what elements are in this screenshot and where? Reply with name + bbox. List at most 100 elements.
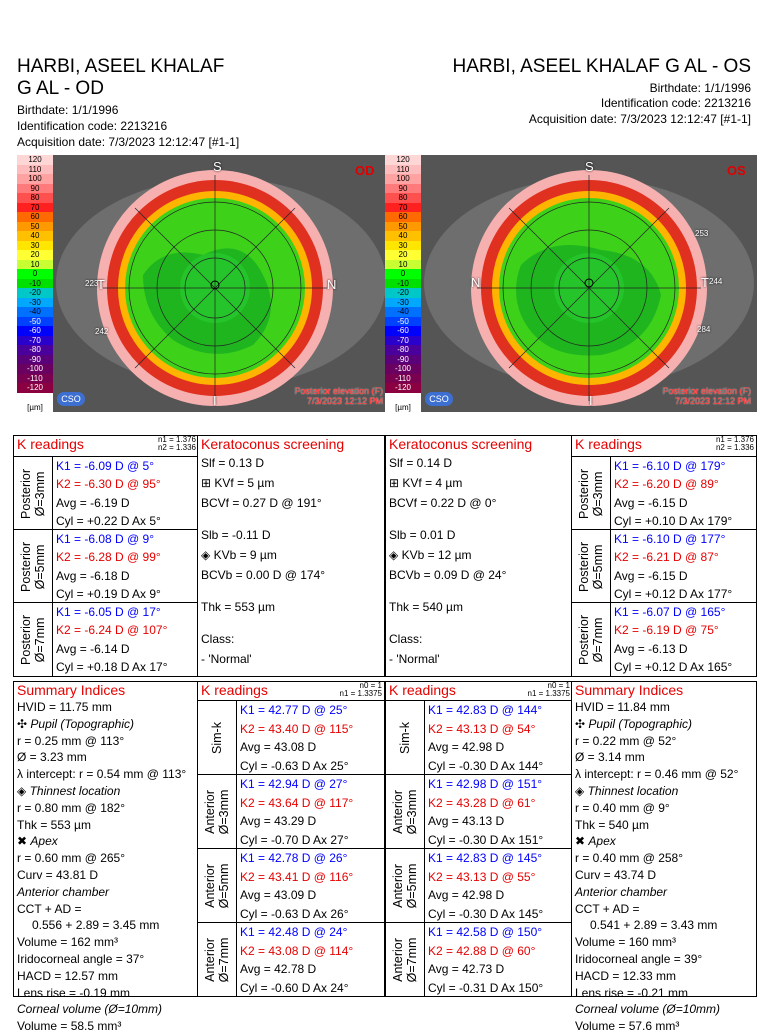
scale-step: 100 bbox=[385, 174, 421, 184]
scale-step: 0 bbox=[385, 269, 421, 279]
k-k1: K1 = 42.98 D @ 151° bbox=[428, 777, 543, 791]
thickness-value-text: Thk = 540 µm bbox=[389, 600, 463, 614]
summary-line: Lens rise = -0.19 mm bbox=[14, 985, 198, 1002]
bcvb-value: BCVb = 0.09 D @ 24° bbox=[386, 565, 572, 585]
od-patient-name-line2: G AL - OD bbox=[17, 78, 104, 99]
k-group-values: K1 = -6.10 D @ 177° K2 = -6.21 D @ 87° Avg… bbox=[610, 530, 756, 603]
scale-step: -110 bbox=[17, 373, 53, 383]
os-value-right: 244 bbox=[709, 277, 723, 286]
scale-step: -70 bbox=[385, 335, 421, 345]
slf-value-text: Slf = 0.14 D bbox=[389, 456, 453, 470]
slb-value-text: Slb = 0.01 D bbox=[389, 528, 456, 542]
summary-line: ◈ Thinnest location bbox=[14, 783, 198, 800]
refractive-index: n2 = 1.336 bbox=[157, 443, 196, 452]
k-group: Posterior Ø=5mm K1 = -6.08 D @ 9° K2 = -6.2… bbox=[14, 529, 198, 603]
od-label-s: S bbox=[213, 159, 222, 174]
k-k1: K1 = -6.10 D @ 179° bbox=[614, 459, 726, 473]
summary-icon: ✖ bbox=[575, 834, 589, 849]
summary-line-text: Iridocorneal angle = 39° bbox=[575, 951, 703, 966]
scale-step: 0 bbox=[17, 269, 53, 279]
k-group-values: K1 = -6.08 D @ 9° K2 = -6.28 D @ 99° Avg =… bbox=[52, 530, 198, 603]
os-value-top-right: 253 bbox=[695, 229, 709, 238]
refractive-index: n2 = 1.336 bbox=[715, 443, 754, 452]
summary-line-text: λ intercept: r = 0.54 mm @ 113° bbox=[17, 767, 187, 782]
k-group-label-text: Posterior Ø=7mm bbox=[19, 614, 47, 665]
summary-line-text: Volume = 58.5 mm³ bbox=[17, 1019, 122, 1034]
od-summary-indices: Summary Indices HVID = 11.75 mm ✣ Pupil (T… bbox=[13, 681, 199, 1033]
summary-line: Thk = 540 µm bbox=[572, 817, 756, 834]
k-group-label-text: Sim-k bbox=[210, 722, 224, 754]
summary-line-text: λ intercept: r = 0.46 mm @ 52° bbox=[575, 767, 739, 782]
slf-value-text: Slf = 0.13 D bbox=[201, 456, 265, 470]
scale-step: -20 bbox=[17, 288, 53, 298]
k-group-values: K1 = -6.07 D @ 165° K2 = -6.19 D @ 75° Avg… bbox=[610, 603, 756, 676]
summary-line: Curv = 43.81 D bbox=[14, 867, 198, 884]
bcvb-value-text: BCVb = 0.00 D @ 174° bbox=[201, 568, 326, 582]
os-keratoconus-screening: Keratoconus screening Slf = 0.14 D ⊞ KVf =… bbox=[385, 435, 573, 677]
keratoconus-title: Keratoconus screening bbox=[389, 436, 533, 452]
slb-value: Slb = 0.01 D bbox=[386, 525, 572, 545]
k-k1: K1 = 42.94 D @ 27° bbox=[240, 777, 348, 791]
scale-step: 80 bbox=[385, 193, 421, 203]
k-group-label: Anterior Ø=7mm bbox=[198, 923, 237, 997]
scale-step: 110 bbox=[17, 164, 53, 174]
k-readings-title: K readings bbox=[575, 436, 642, 452]
k-cyl: Cyl = +0.22 D Ax 5° bbox=[56, 513, 161, 528]
scale-step: -40 bbox=[17, 307, 53, 317]
k-avg: Avg = -6.15 D bbox=[614, 495, 688, 510]
os-elevation-map[interactable]: 120 110 100 90 80 70 60 50 40 30 20 10 0 -10 -20 -30 -40… bbox=[385, 155, 757, 412]
os-acq-date: Acquisition date: 7/3/2023 12:12:47 [#1-… bbox=[528, 112, 751, 126]
kvf-value-text: KVf = 4 µm bbox=[402, 476, 463, 490]
scale-step: 100 bbox=[17, 174, 53, 184]
summary-line-text: r = 0.40 mm @ 258° bbox=[575, 851, 684, 866]
k-avg: Avg = 42.98 D bbox=[428, 888, 505, 902]
k-cyl: Cyl = -0.31 D Ax 150° bbox=[428, 980, 544, 995]
os-map-graphic bbox=[421, 155, 757, 412]
scale-step: 10 bbox=[17, 259, 53, 269]
summary-line-text: Anterior chamber bbox=[575, 884, 668, 899]
summary-line: Volume = 57.6 mm³ bbox=[572, 1018, 756, 1035]
k-avg: Avg = -6.19 D bbox=[56, 495, 130, 510]
kvf-value: ⊞ KVf = 4 µm bbox=[386, 473, 572, 493]
kvb-value-icon: ◈ bbox=[201, 548, 214, 562]
scale-step: 50 bbox=[17, 221, 53, 231]
od-posterior-k-readings: K readings n1 = 1.376 n2 = 1.336 Posterior Ø… bbox=[13, 435, 199, 677]
summary-icon: ◈ bbox=[17, 783, 30, 798]
k-k2: K2 = 43.13 D @ 55° bbox=[428, 869, 536, 884]
k-readings-title: K readings bbox=[17, 436, 84, 452]
os-value-bottom-right: 284 bbox=[697, 325, 711, 334]
summary-line: ◈ Thinnest location bbox=[572, 783, 756, 800]
od-patient-name-line1: HARBI, ASEEL KHALAF bbox=[17, 56, 225, 77]
os-color-scale: 120 110 100 90 80 70 60 50 40 30 20 10 0 -10 -20 -30 -40… bbox=[385, 155, 421, 412]
k-cyl: Cyl = -0.60 D Ax 24° bbox=[240, 980, 349, 995]
od-value-bottom-left: 242 bbox=[95, 327, 109, 336]
scale-step: 50 bbox=[385, 221, 421, 231]
summary-line: CCT + AD = bbox=[14, 901, 198, 918]
scale-step: 90 bbox=[385, 183, 421, 193]
k-group-values: K1 = -6.09 D @ 5° K2 = -6.30 D @ 95° Avg =… bbox=[52, 457, 198, 530]
summary-line-text: CCT + AD = bbox=[575, 901, 640, 916]
slf-value: Slf = 0.13 D bbox=[198, 453, 384, 473]
scale-step: 20 bbox=[17, 250, 53, 260]
od-label-n: N bbox=[327, 277, 337, 292]
k-k2: K2 = 43.40 D @ 115° bbox=[240, 721, 354, 736]
od-label-i: I bbox=[213, 393, 217, 408]
od-elevation-map[interactable]: 120 110 100 90 80 70 60 50 40 30 20 10 0 -10 -20 -30 -40… bbox=[17, 155, 389, 412]
summary-line-text: Curv = 43.74 D bbox=[575, 867, 657, 882]
scale-step: 10 bbox=[385, 259, 421, 269]
k-group-values: K1 = 42.83 D @ 144° K2 = 43.13 D @ 54° Avg… bbox=[424, 701, 572, 775]
summary-line-text: Iridocorneal angle = 37° bbox=[17, 951, 145, 966]
os-anterior-k-readings: K readings n0 = 1 n1 = 1.3375 Sim-k K1 = 42.… bbox=[385, 681, 573, 997]
os-label-s: S bbox=[585, 159, 594, 174]
summary-line: HVID = 11.84 mm bbox=[572, 699, 756, 716]
bcvf-value-text: BCVf = 0.27 D @ 191° bbox=[201, 496, 322, 510]
scale-step: -100 bbox=[17, 364, 53, 374]
k-group: Posterior Ø=3mm K1 = -6.10 D @ 179° K2 = -6… bbox=[572, 456, 756, 530]
k-cyl: Cyl = -0.70 D Ax 27° bbox=[240, 832, 349, 847]
summary-line: r = 0.40 mm @ 258° bbox=[572, 850, 756, 867]
summary-line: ✖ Apex bbox=[14, 833, 198, 850]
od-map-footer: Posterior elevation (F) 7/3/2023 12:12 PM bbox=[294, 386, 383, 406]
k-group: Anterior Ø=7mm K1 = 42.48 D @ 24° K2 = 43.0… bbox=[198, 922, 384, 997]
k-group-label-text: Posterior Ø=3mm bbox=[577, 468, 605, 519]
k-k2: K2 = -6.28 D @ 99° bbox=[56, 550, 161, 565]
